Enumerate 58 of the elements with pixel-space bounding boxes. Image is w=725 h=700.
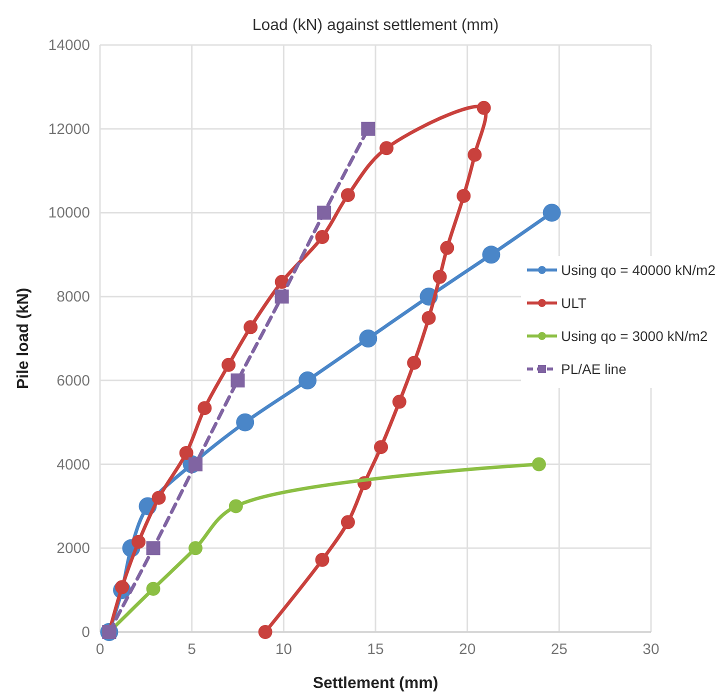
x-tick-label: 10: [275, 641, 292, 658]
point: [146, 541, 160, 556]
point: [222, 358, 236, 372]
point: [198, 401, 212, 416]
y-axis-title: Pile load (kN): [15, 288, 32, 390]
point: [542, 204, 561, 222]
point: [188, 541, 203, 556]
point: [361, 122, 376, 136]
point: [340, 188, 355, 202]
point: [228, 499, 243, 514]
y-tick-label: 10000: [48, 204, 90, 222]
point: [482, 246, 500, 264]
point: [146, 582, 160, 596]
point: [244, 320, 258, 334]
x-tick-label: 5: [188, 641, 196, 658]
point: [476, 100, 491, 115]
legend-label: ULT: [561, 295, 587, 311]
y-tick-label: 4000: [56, 456, 90, 474]
point: [374, 440, 388, 454]
point: [258, 625, 272, 639]
point: [315, 230, 330, 244]
point: [422, 310, 436, 325]
legend-label: Using qo = 3000 kN/m2: [561, 328, 708, 344]
y-tick-label: 8000: [56, 288, 90, 306]
point: [456, 188, 471, 203]
point: [440, 240, 454, 255]
y-tick-label: 2000: [56, 540, 90, 558]
point: [230, 373, 245, 388]
point: [407, 356, 422, 370]
point: [236, 413, 254, 432]
point: [380, 141, 394, 156]
point: [132, 534, 146, 549]
point: [274, 274, 289, 289]
y-tick-label: 14000: [48, 37, 90, 54]
x-tick-label: 30: [642, 641, 660, 658]
point: [274, 290, 289, 304]
x-axis-title: Settlement (mm): [312, 675, 438, 692]
point: [152, 490, 166, 505]
x-tick-label: 0: [96, 641, 104, 658]
x-tick-label: 20: [458, 641, 476, 658]
point: [468, 148, 482, 162]
x-tick-label: 25: [550, 641, 568, 658]
legend-label: Using qo = 40000 kN/m2: [561, 262, 716, 278]
point: [359, 330, 378, 348]
point: [340, 515, 355, 530]
point: [532, 457, 546, 472]
y-tick-label: 12000: [48, 120, 90, 138]
chart-title: Load (kN) against settlement (mm): [252, 17, 499, 34]
point: [315, 552, 330, 567]
point: [317, 206, 332, 220]
point: [298, 371, 317, 390]
x-tick-label: 15: [367, 641, 384, 658]
point: [392, 394, 406, 409]
y-tick-label: 0: [82, 624, 90, 641]
point: [179, 446, 194, 460]
y-tick-label: 6000: [56, 372, 90, 390]
legend-label: PL/AE line: [561, 361, 627, 377]
point: [432, 270, 447, 284]
